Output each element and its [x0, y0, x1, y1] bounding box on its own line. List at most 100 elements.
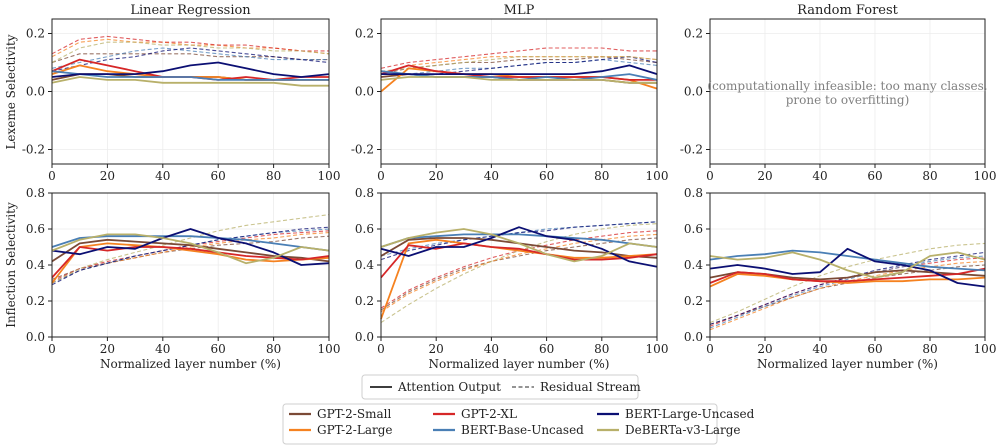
legend-label-gpt-2-large: GPT-2-Large: [317, 423, 393, 437]
x-tick-label: 80: [266, 169, 281, 183]
model-legend: GPT-2-Small GPT-2-Large GPT-2-XL BERT-Base-…: [282, 403, 755, 445]
series-bert-base-uncased-residual: [51, 47, 329, 69]
x-tick-label: 100: [974, 342, 997, 356]
title-mlp: MLP: [504, 3, 535, 18]
series-deberta-v3-large-attention: [709, 251, 986, 279]
series-gpt-2-large-residual: [380, 233, 658, 313]
x-tick-label: 60: [211, 169, 226, 183]
series-bert-large-uncased-attention: [381, 64, 658, 75]
series-gpt-2-small-residual: [51, 53, 329, 64]
y-tick-label: 0.4: [355, 258, 374, 272]
line-style-legend: Attention Output Residual Stream: [361, 374, 641, 400]
y-tick-label: 0.0: [355, 330, 374, 344]
y-tick-label: -0.2: [22, 143, 45, 157]
legend-label-attention: Attention Output: [397, 380, 501, 394]
x-tick-label: 20: [100, 342, 115, 356]
y-tick-label: 0.2: [355, 27, 374, 41]
panel-r1-c0: 0 20 40 60 80 100 0.0 0.2 0.4 0.6 0.8: [26, 186, 341, 356]
y-tick-label: 0.8: [684, 186, 703, 200]
legend-label-residual: Residual Stream: [540, 380, 641, 394]
series-deberta-v3-large-attention: [380, 76, 657, 84]
panels-layer: 0 20 40 60 80 100 -0.2 0.0 0.2 0 20 40 60 80 100 -0.2 0.…: [22, 18, 997, 356]
x-tick-label: 60: [867, 169, 882, 183]
legend-label-bert-large-uncased: BERT-Large-Uncased: [625, 407, 755, 421]
series-deberta-v3-large-residual: [51, 214, 330, 284]
x-tick-label: 100: [974, 169, 997, 183]
x-tick-label: 60: [539, 169, 554, 183]
x-tick-label: 80: [922, 169, 937, 183]
panel-r1-c2: 0 20 40 60 80 100 0.0 0.2 0.4 0.6 0.8: [684, 186, 997, 356]
xlabel-left: Normalized layer number (%): [100, 357, 281, 371]
y-tick-label: 0.2: [684, 294, 703, 308]
panel-r0-c2: 0 20 40 60 80 100 -0.2 0.0 0.2: [680, 18, 997, 183]
x-tick-label: 20: [757, 169, 772, 183]
x-tick-label: 0: [706, 342, 714, 356]
series-bert-large-uncased-attention: [380, 226, 658, 268]
series-gpt-2-xl-attention: [380, 242, 658, 279]
y-tick-label: 0.2: [684, 27, 703, 41]
x-tick-label: 40: [484, 169, 499, 183]
x-tick-label: 40: [812, 342, 827, 356]
x-tick-label: 20: [757, 342, 772, 356]
xlabel-right: Normalized layer number (%): [757, 357, 938, 371]
series-bert-large-uncased-attention: [51, 61, 330, 78]
series-deberta-v3-large-attention: [51, 76, 329, 87]
y-tick-label: 0.4: [26, 258, 45, 272]
series-deberta-v3-large-attention: [51, 233, 330, 265]
series-deberta-v3-large-attention: [380, 228, 658, 263]
x-tick-label: 80: [594, 169, 609, 183]
series-bert-large-uncased-residual: [51, 47, 330, 72]
y-tick-label: 0.0: [684, 85, 703, 99]
row-label-lexeme: Lexeme Selectivity: [4, 34, 18, 149]
y-tick-label: 0.0: [355, 85, 374, 99]
series-gpt-2-large-attention: [709, 273, 986, 288]
series-bert-base-uncased-attention: [51, 70, 329, 81]
y-tick-label: 0.6: [26, 222, 45, 236]
series-bert-base-uncased-attention: [380, 233, 658, 248]
series-gpt-2-large-attention: [380, 238, 658, 320]
series-bert-base-uncased-attention: [709, 249, 986, 272]
series-gpt-2-small-residual: [51, 235, 330, 280]
x-tick-label: 40: [155, 342, 170, 356]
row-label-inflection: Inflection Selectivity: [4, 202, 18, 328]
x-tick-label: 0: [48, 169, 56, 183]
series-gpt-2-large-attention: [51, 242, 330, 284]
x-tick-label: 80: [594, 342, 609, 356]
title-linear-regression: Linear Regression: [130, 3, 251, 18]
legend-label-gpt-2-small: GPT-2-Small: [317, 407, 391, 421]
x-tick-label: 60: [867, 342, 882, 356]
panel-r0-c1: 0 20 40 60 80 100 -0.2 0.0 0.2: [351, 18, 669, 183]
x-tick-label: 100: [646, 169, 669, 183]
y-tick-label: 0.2: [26, 27, 45, 41]
x-tick-label: 80: [922, 342, 937, 356]
infeasible-note-line1: (computationally infeasible: too many cl…: [707, 79, 987, 93]
series-bert-large-uncased-attention: [709, 247, 986, 288]
x-tick-label: 80: [266, 342, 281, 356]
line-style-legend-frame: [361, 374, 639, 400]
y-tick-label: 0.6: [355, 222, 374, 236]
series-bert-large-uncased-attention: [51, 228, 330, 266]
x-tick-label: 100: [646, 342, 669, 356]
x-tick-label: 100: [318, 342, 341, 356]
y-tick-label: 0.4: [684, 258, 703, 272]
infeasible-note-line2: prone to overfitting): [786, 93, 910, 107]
x-tick-label: 40: [155, 169, 170, 183]
x-tick-label: 0: [377, 342, 385, 356]
y-tick-label: 0.6: [684, 222, 703, 236]
legend-label-deberta-v3-large: DeBERTa-v3-Large: [625, 423, 741, 437]
legend-label-gpt-2-xl: GPT-2-XL: [461, 407, 517, 421]
x-tick-label: 40: [484, 342, 499, 356]
series-bert-base-uncased-residual: [709, 255, 986, 329]
x-tick-label: 0: [706, 169, 714, 183]
series-deberta-v3-large-residual: [709, 242, 986, 324]
y-tick-label: 0.0: [26, 330, 45, 344]
title-random-forest: Random Forest: [797, 3, 899, 18]
series-gpt-2-xl-residual: [380, 47, 657, 69]
y-tick-label: 0.8: [26, 186, 45, 200]
x-tick-label: 100: [318, 169, 341, 183]
legend-label-bert-base-uncased: BERT-Base-Uncased: [461, 423, 584, 437]
y-tick-label: 0.2: [355, 294, 374, 308]
series-deberta-v3-large-residual: [380, 56, 658, 72]
y-tick-label: 0.0: [26, 85, 45, 99]
